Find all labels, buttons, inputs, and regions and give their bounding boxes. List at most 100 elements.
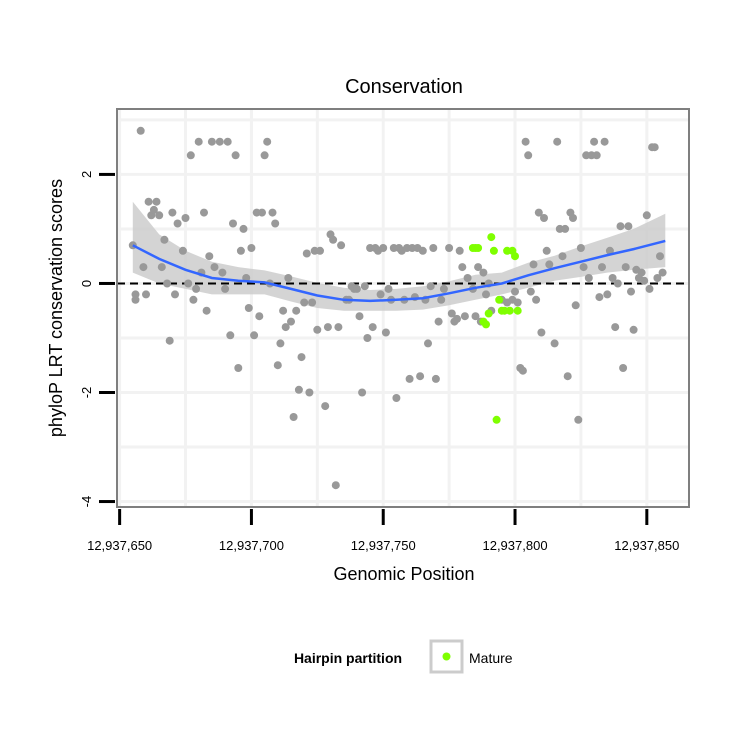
- point-other: [460, 312, 469, 321]
- legend-title: Hairpin partition: [294, 650, 402, 666]
- point-other: [279, 306, 288, 315]
- point-other: [656, 252, 664, 261]
- point-other: [571, 301, 580, 310]
- point-other: [149, 205, 158, 214]
- point-other: [640, 276, 649, 285]
- point-other: [550, 339, 559, 348]
- y-tick-label: 2: [79, 171, 94, 178]
- point-other: [453, 314, 461, 323]
- point-other: [358, 388, 367, 397]
- plot-panel-border: [116, 108, 690, 508]
- point-other: [173, 219, 182, 228]
- chart-title: Conservation: [345, 76, 463, 98]
- point-other: [424, 339, 432, 348]
- point-other: [168, 208, 177, 217]
- point-other: [431, 374, 440, 383]
- point-other: [447, 309, 456, 318]
- point-other: [526, 287, 535, 296]
- point-mature: [487, 233, 496, 242]
- point-other: [658, 268, 667, 277]
- point-other: [337, 241, 346, 250]
- point-other: [537, 328, 546, 337]
- point-other: [268, 208, 277, 217]
- point-other: [574, 415, 583, 424]
- point-other: [482, 290, 490, 299]
- point-other: [247, 244, 256, 252]
- point-other: [192, 284, 201, 293]
- x-tick-label: 12,937,700: [219, 538, 284, 553]
- point-other: [202, 306, 211, 315]
- point-other: [592, 151, 601, 160]
- point-other: [611, 323, 620, 332]
- point-mature: [489, 246, 498, 255]
- point-other: [518, 366, 527, 375]
- point-other: [569, 214, 577, 222]
- point-other: [178, 246, 187, 255]
- point-other: [379, 244, 388, 252]
- point-other: [165, 336, 174, 345]
- point-mature: [495, 295, 504, 304]
- point-other: [181, 214, 190, 222]
- point-other: [416, 372, 425, 381]
- point-other: [136, 126, 145, 135]
- point-other: [223, 137, 232, 146]
- point-other: [619, 364, 628, 372]
- point-other: [142, 290, 150, 299]
- point-other: [297, 353, 306, 362]
- point-other: [236, 246, 245, 255]
- point-other: [323, 323, 332, 332]
- point-other: [584, 274, 593, 282]
- point-other: [271, 219, 280, 228]
- point-mature: [505, 306, 514, 315]
- point-other: [218, 268, 227, 277]
- point-other: [229, 219, 237, 228]
- x-tick-label: 12,937,800: [482, 538, 547, 553]
- point-other: [263, 137, 272, 146]
- x-axis: 12,937,650 12,937,700 12,937,750 12,937,800…: [87, 509, 679, 553]
- y-axis: -4 -2 0 2: [79, 171, 115, 507]
- point-other: [376, 290, 385, 299]
- point-other: [239, 224, 248, 233]
- point-other: [260, 151, 269, 160]
- point-other: [534, 208, 543, 217]
- point-other: [608, 274, 617, 282]
- point-other: [553, 137, 562, 146]
- point-other: [542, 246, 551, 255]
- point-other: [231, 151, 240, 160]
- point-other: [529, 260, 538, 269]
- legend: Hairpin partition Mature: [294, 639, 513, 674]
- point-other: [355, 312, 364, 321]
- point-other: [540, 214, 548, 222]
- point-other: [234, 364, 243, 372]
- point-other: [637, 268, 646, 277]
- smooth-trend-line: [132, 239, 666, 303]
- point-other: [144, 197, 153, 206]
- point-other: [352, 284, 361, 293]
- point-other: [207, 137, 216, 146]
- point-other: [155, 211, 164, 220]
- point-other: [205, 252, 214, 261]
- point-other: [302, 249, 311, 258]
- point-other: [418, 246, 427, 255]
- point-other: [653, 274, 662, 282]
- point-other: [650, 143, 659, 152]
- point-mature: [513, 306, 522, 315]
- point-other: [598, 263, 606, 272]
- legend-label-mature: Mature: [469, 650, 513, 666]
- y-tick-label: -2: [79, 387, 94, 399]
- point-other: [600, 137, 609, 146]
- point-other: [576, 244, 585, 252]
- point-other: [645, 284, 654, 293]
- point-other: [479, 268, 488, 277]
- point-other: [160, 235, 169, 244]
- point-other: [532, 295, 541, 304]
- point-other: [163, 279, 172, 288]
- point-other: [331, 481, 340, 490]
- point-other: [613, 279, 622, 288]
- point-other: [287, 317, 295, 326]
- point-other: [215, 137, 224, 146]
- y-axis-title: phyloP LRT conservation scores: [46, 179, 66, 437]
- point-mature: [511, 252, 519, 261]
- point-other: [511, 287, 519, 296]
